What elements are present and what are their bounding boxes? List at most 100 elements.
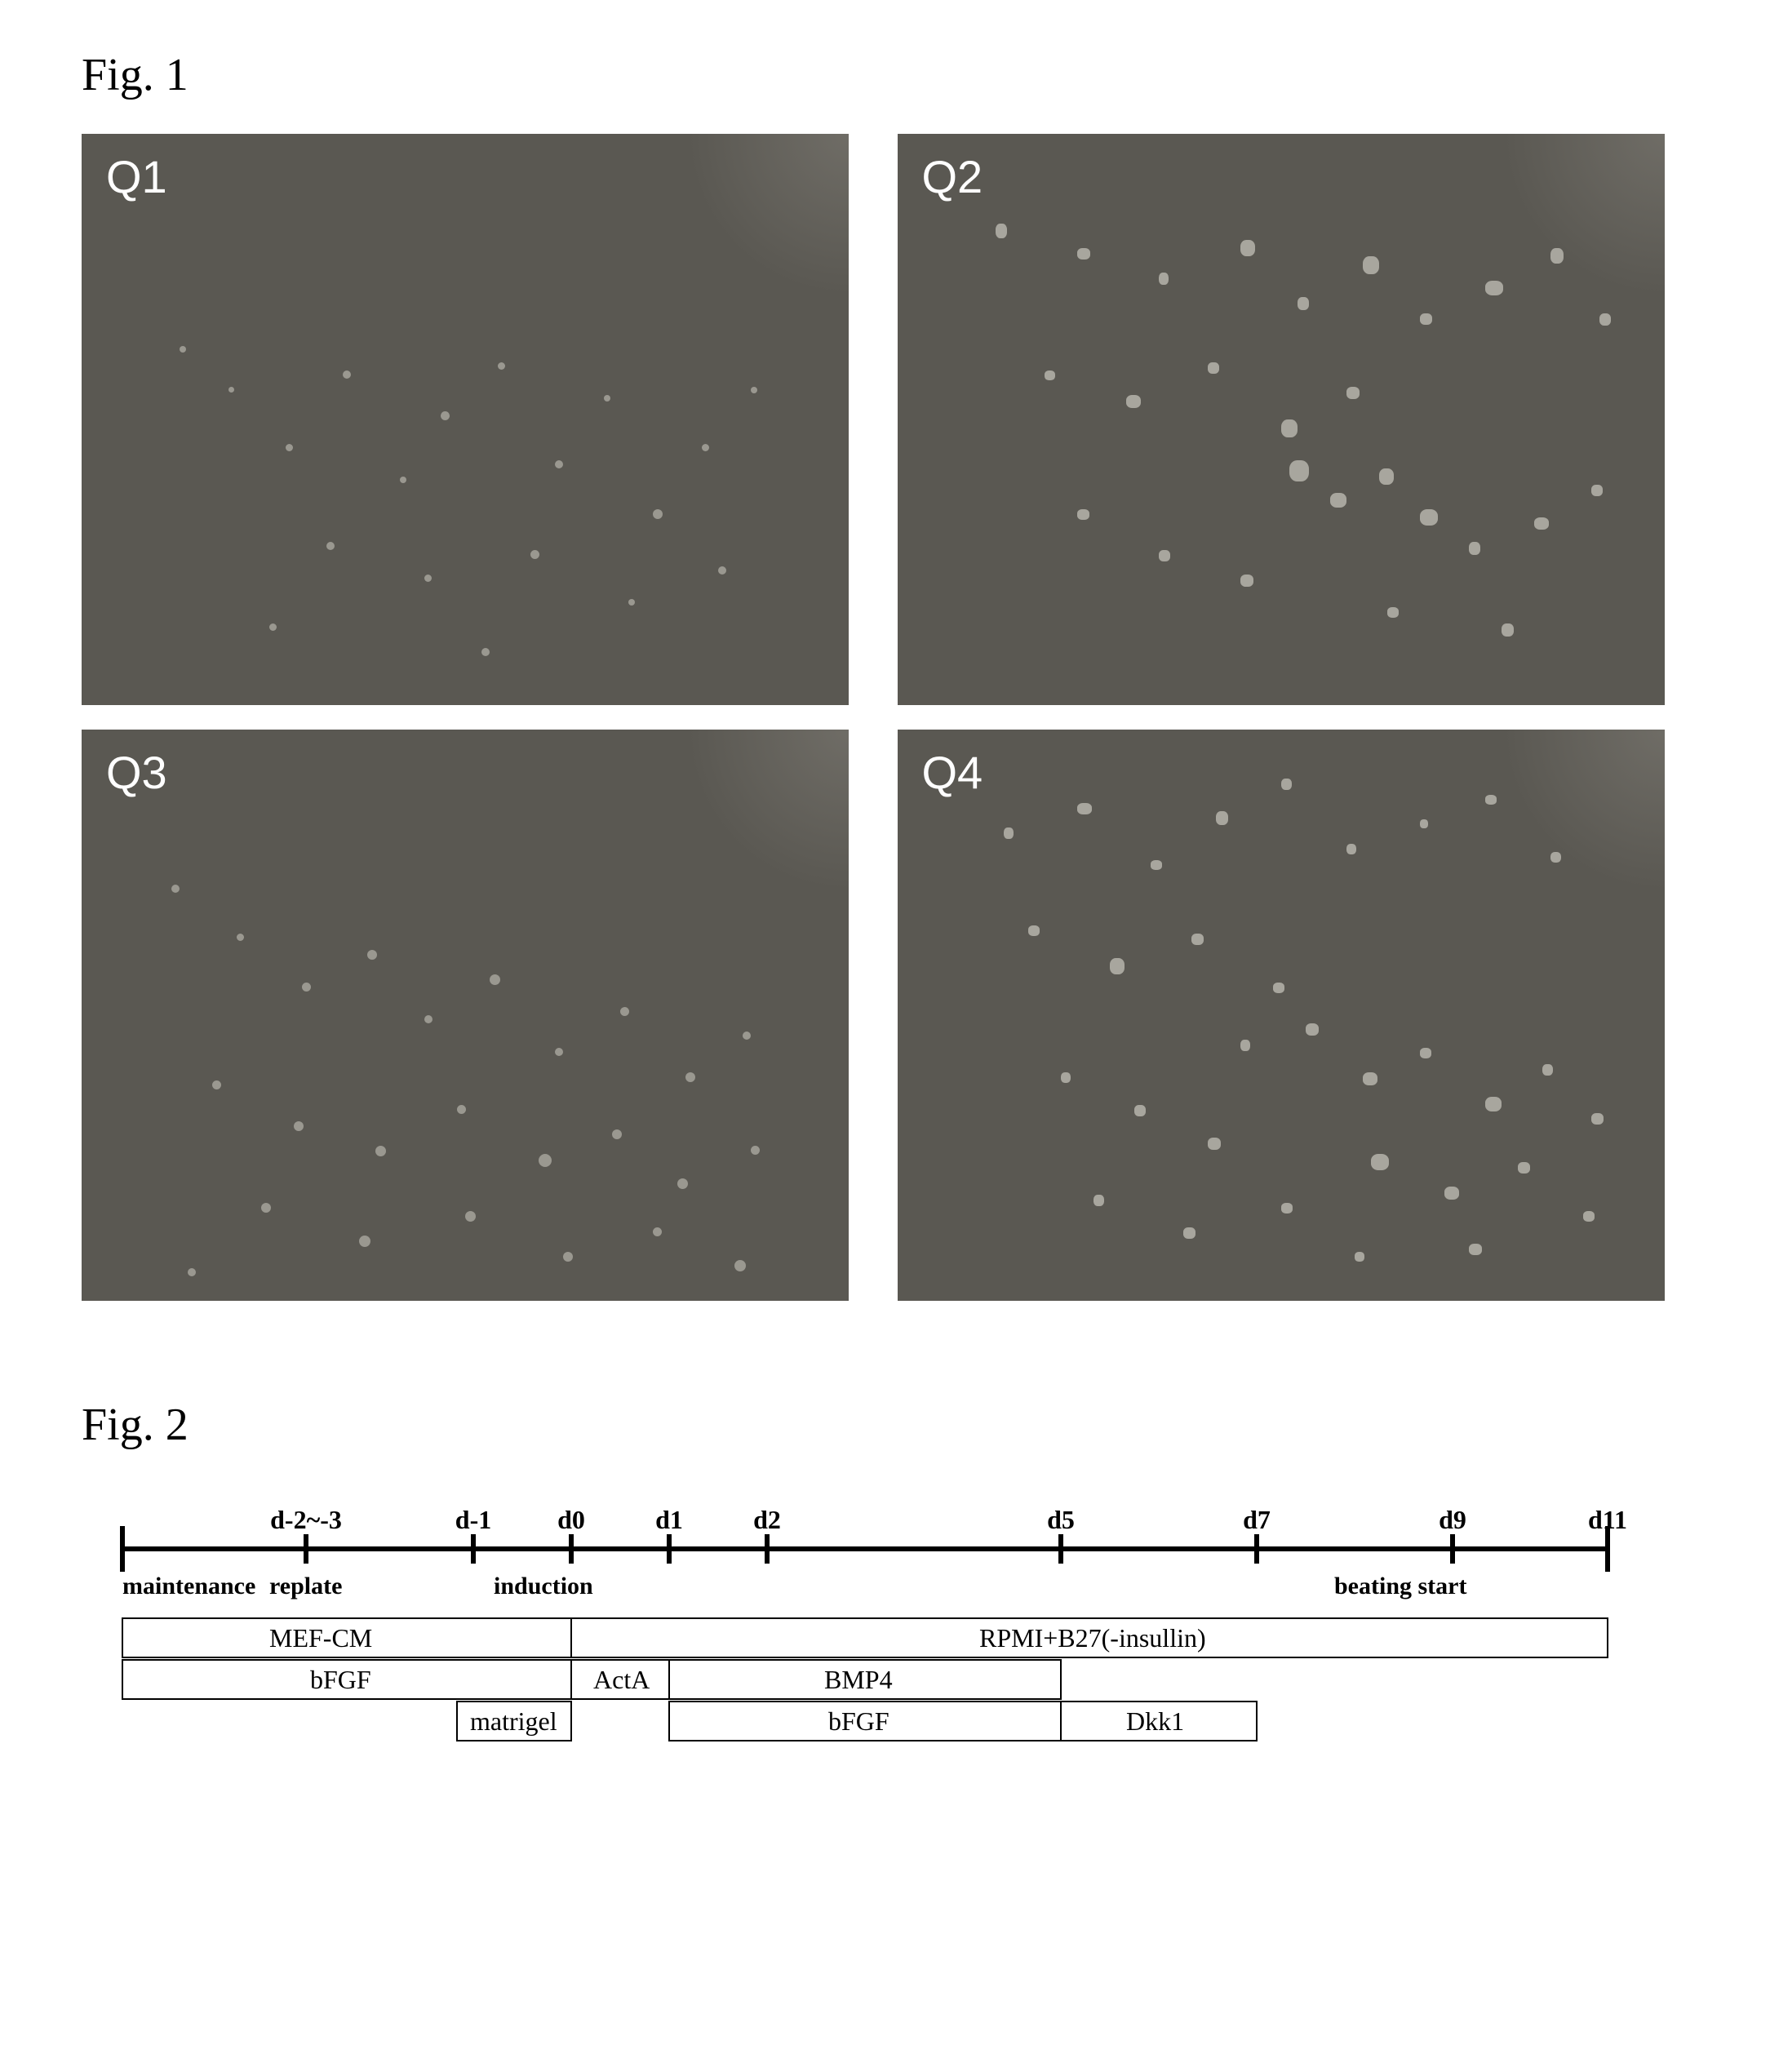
cell-marker	[498, 362, 505, 370]
cell-marker	[1306, 1023, 1319, 1036]
cell-marker	[294, 1121, 304, 1131]
cell-marker	[1208, 362, 1219, 374]
cell-marker	[1469, 1244, 1482, 1255]
cell-marker	[653, 509, 663, 519]
svg-text:d-2~-3: d-2~-3	[270, 1505, 342, 1534]
svg-text:ActA: ActA	[593, 1665, 650, 1694]
svg-text:bFGF: bFGF	[828, 1706, 889, 1736]
micrograph-q2: Q2	[898, 134, 1665, 705]
cell-marker	[228, 387, 234, 393]
cell-marker	[375, 1146, 386, 1156]
cell-marker	[261, 1203, 271, 1213]
cell-marker	[751, 1146, 760, 1155]
cell-marker	[1077, 803, 1092, 814]
fig2-timeline-svg: d-2~-3d-1d0d1d2d5d7d9d11maintenancerepla…	[82, 1484, 1648, 1892]
cell-marker	[1004, 827, 1014, 839]
cell-marker	[620, 1007, 629, 1016]
cell-marker	[1110, 958, 1125, 974]
cell-marker	[1077, 509, 1089, 520]
cell-marker	[563, 1252, 573, 1262]
cell-marker	[1379, 468, 1394, 485]
cell-marker	[490, 974, 500, 985]
micrograph-gradient	[1502, 134, 1665, 297]
cell-marker	[1330, 493, 1346, 508]
cell-marker	[237, 934, 244, 941]
cell-marker	[1355, 1252, 1364, 1262]
svg-text:d11: d11	[1588, 1505, 1627, 1534]
cell-marker	[326, 542, 335, 550]
cell-marker	[1093, 1195, 1104, 1206]
svg-text:d7: d7	[1243, 1505, 1271, 1534]
cell-marker	[1281, 1203, 1293, 1213]
fig1-image-grid: Q1 Q2 Q3 Q4	[82, 134, 1688, 1301]
cell-marker	[400, 477, 406, 483]
cell-marker	[612, 1129, 622, 1139]
cell-marker	[743, 1032, 751, 1040]
cell-marker	[1485, 1097, 1502, 1111]
cell-marker	[1273, 983, 1284, 993]
micrograph-q4-label: Q4	[922, 746, 983, 799]
cell-marker	[465, 1211, 476, 1222]
cell-marker	[1420, 819, 1428, 828]
cell-marker	[1591, 485, 1603, 496]
cell-marker	[539, 1154, 552, 1167]
micrograph-q1: Q1	[82, 134, 849, 705]
cell-marker	[212, 1080, 221, 1089]
cell-marker	[1420, 313, 1432, 325]
cell-marker	[1469, 542, 1480, 555]
cell-marker	[343, 370, 351, 379]
fig1-container: Fig. 1 Q1 Q2 Q3 Q4	[82, 49, 1688, 1301]
cell-marker	[1240, 575, 1253, 587]
cell-marker	[1363, 1072, 1377, 1085]
cell-marker	[685, 1072, 695, 1082]
cell-marker	[1518, 1162, 1530, 1174]
cell-marker	[359, 1236, 370, 1247]
cell-marker	[1191, 934, 1204, 945]
fig1-title: Fig. 1	[82, 49, 1688, 101]
cell-marker	[677, 1178, 688, 1189]
micrograph-q1-label: Q1	[106, 150, 167, 203]
cell-marker	[1363, 256, 1379, 274]
svg-text:matrigel: matrigel	[470, 1706, 557, 1736]
cell-marker	[1599, 313, 1611, 326]
cell-marker	[367, 950, 377, 960]
cell-marker	[269, 623, 277, 631]
cell-marker	[751, 387, 757, 393]
cell-marker	[441, 411, 450, 420]
cell-marker	[1134, 1105, 1146, 1116]
cell-marker	[457, 1105, 466, 1114]
cell-marker	[530, 550, 539, 559]
cell-marker	[1444, 1187, 1459, 1200]
cell-marker	[555, 1048, 563, 1056]
cell-marker	[1183, 1227, 1196, 1239]
cell-marker	[1420, 1048, 1431, 1058]
cell-marker	[1077, 248, 1090, 260]
micrograph-q3: Q3	[82, 730, 849, 1301]
cell-marker	[1240, 1040, 1250, 1051]
cell-marker	[734, 1260, 746, 1271]
cell-marker	[1281, 419, 1298, 437]
micrograph-gradient	[1502, 730, 1665, 893]
svg-text:d2: d2	[753, 1505, 781, 1534]
cell-marker	[555, 460, 563, 468]
cell-marker	[628, 599, 635, 606]
cell-marker	[718, 566, 726, 575]
cell-marker	[1208, 1138, 1221, 1150]
cell-marker	[302, 983, 311, 992]
svg-text:RPMI+B27(-insullin): RPMI+B27(-insullin)	[979, 1623, 1206, 1653]
cell-marker	[1151, 860, 1162, 870]
cell-marker	[1159, 550, 1170, 561]
cell-marker	[1550, 852, 1561, 863]
cell-marker	[424, 1015, 433, 1023]
svg-text:d5: d5	[1047, 1505, 1075, 1534]
cell-marker	[1028, 925, 1040, 936]
cell-marker	[1061, 1072, 1071, 1083]
cell-marker	[1371, 1154, 1389, 1170]
svg-text:maintenance: maintenance	[122, 1573, 255, 1599]
svg-text:MEF-CM: MEF-CM	[269, 1623, 372, 1653]
cell-marker	[604, 395, 610, 402]
cell-marker	[653, 1227, 662, 1236]
cell-marker	[1045, 370, 1055, 380]
cell-marker	[1298, 297, 1309, 310]
cell-marker	[171, 885, 180, 893]
